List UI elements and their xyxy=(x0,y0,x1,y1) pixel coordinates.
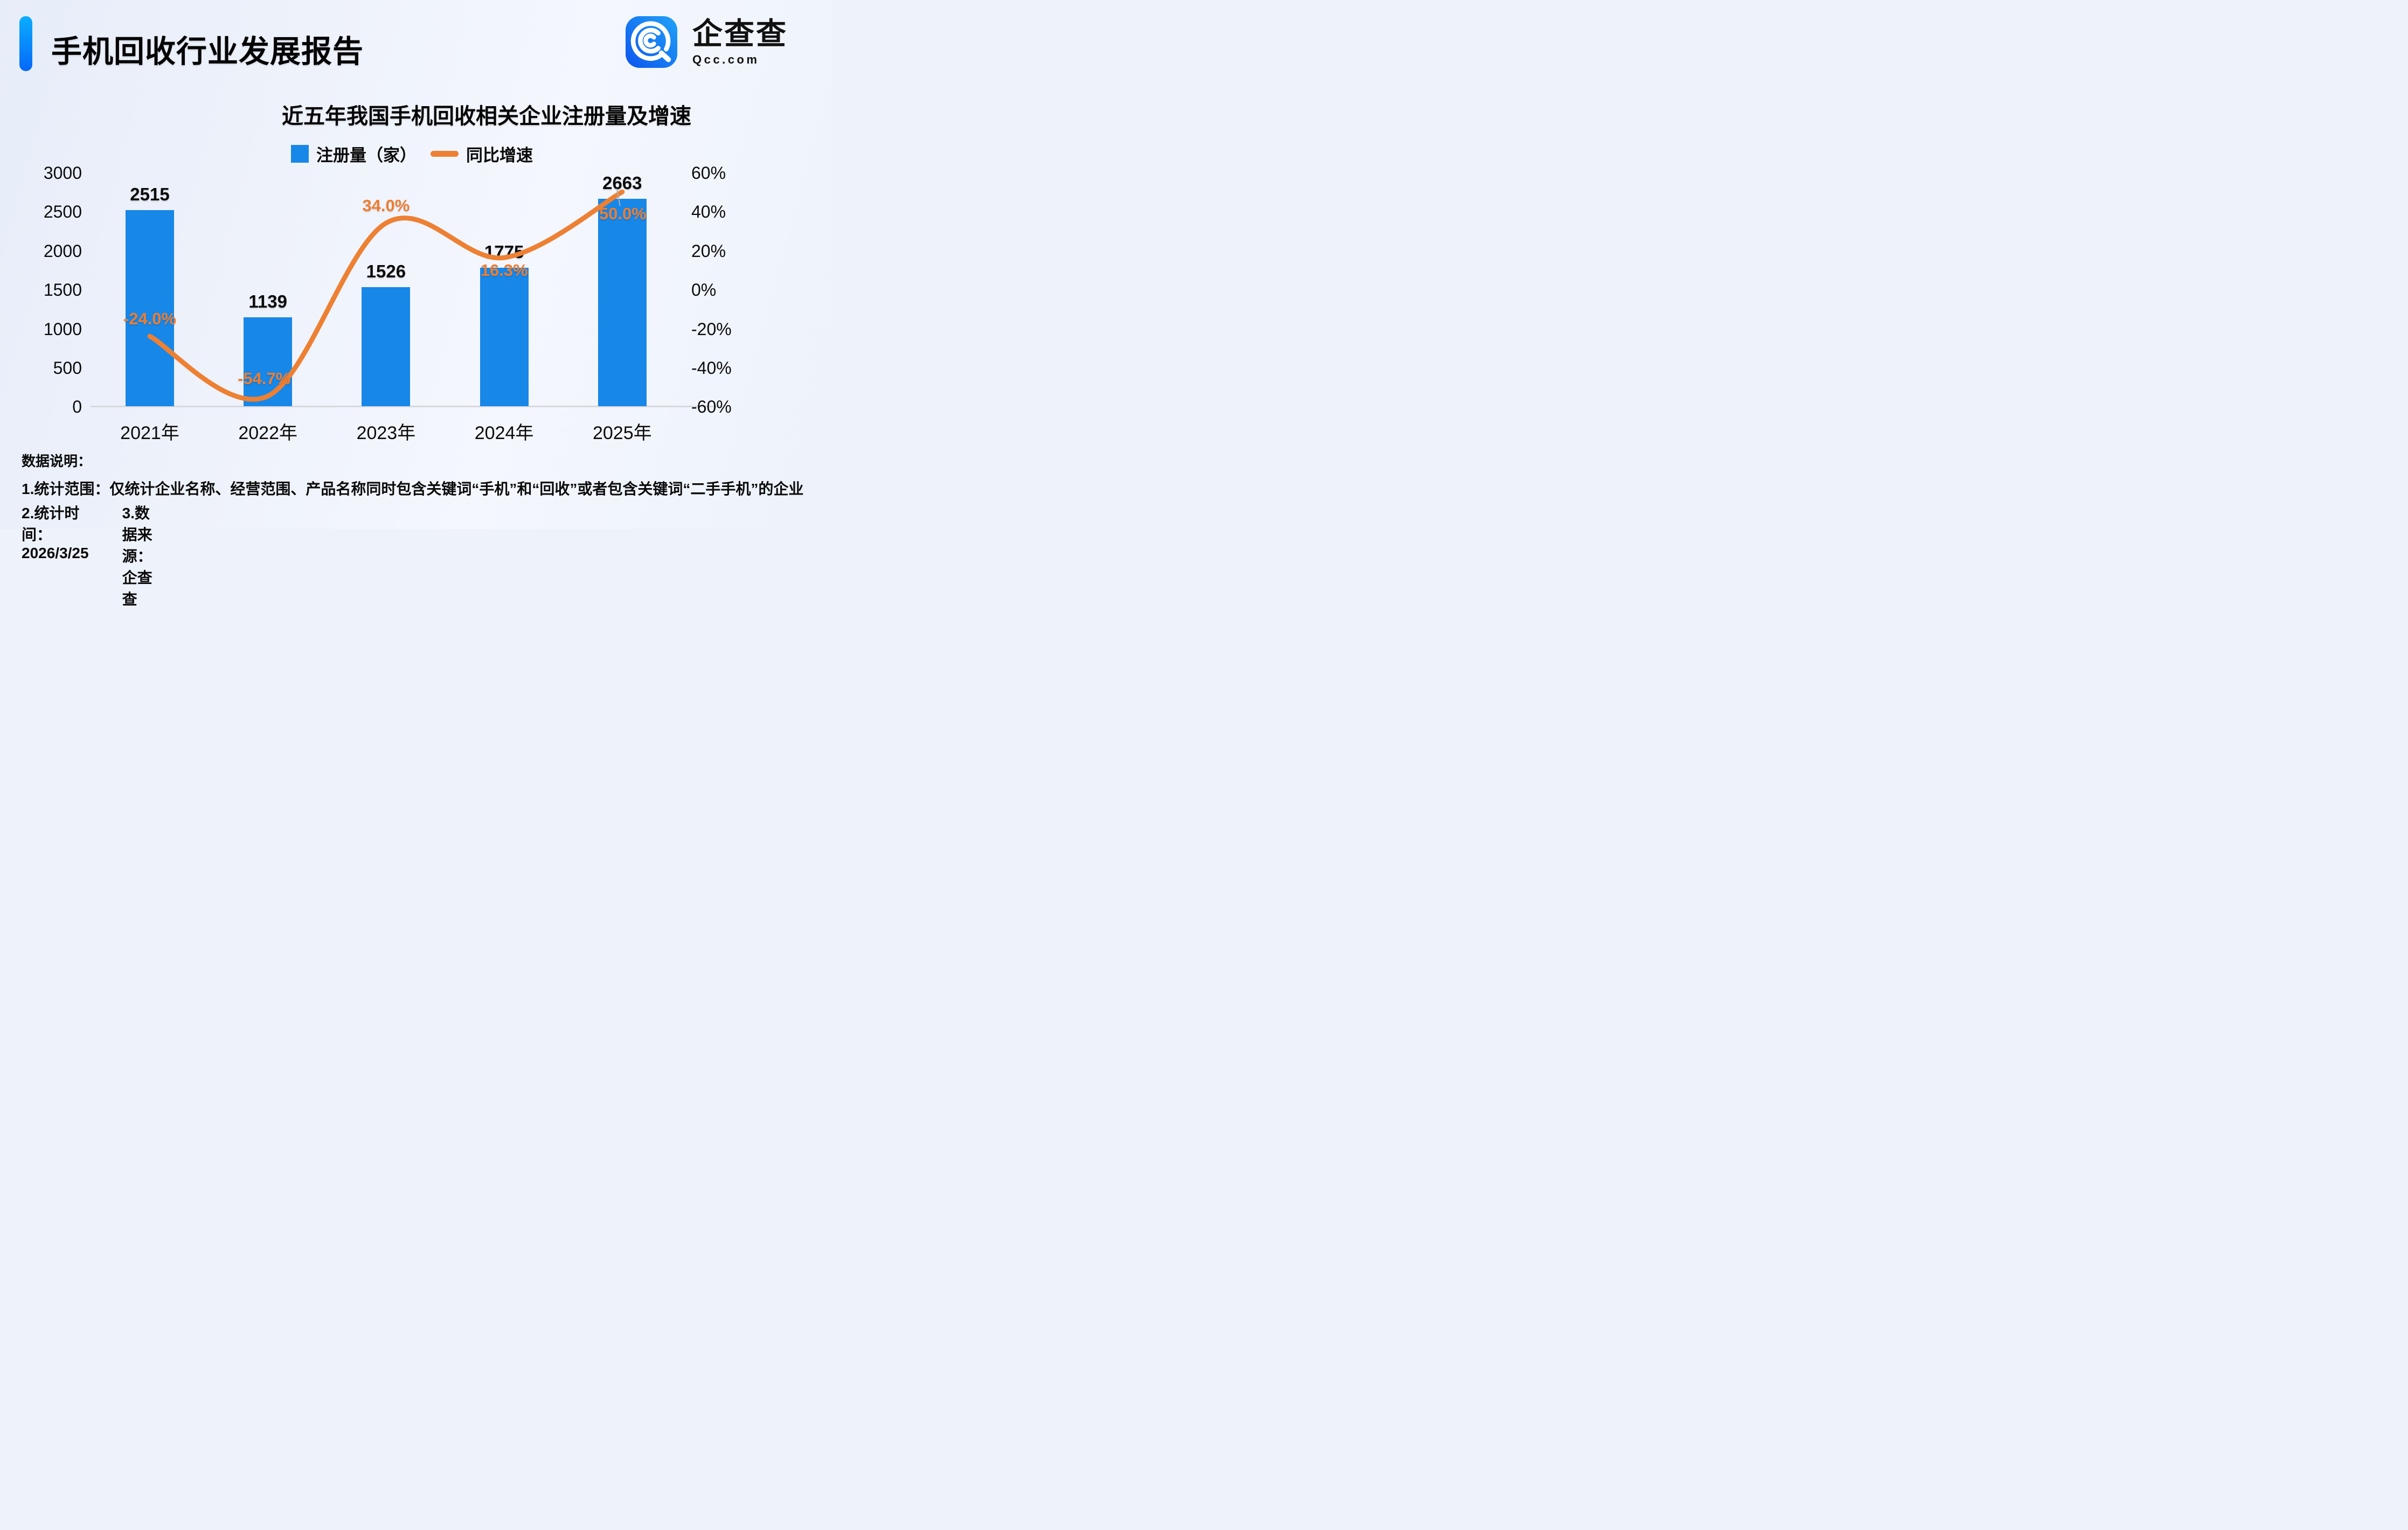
legend-line-swatch xyxy=(431,151,459,157)
notes-heading: 数据说明： xyxy=(22,453,92,469)
registration-bar xyxy=(480,268,529,407)
legend-bar-label: 注册量（家） xyxy=(316,146,417,165)
x-axis-label: 2024年 xyxy=(474,423,534,443)
registration-bar xyxy=(598,198,647,407)
left-axis-tick: 0 xyxy=(72,397,82,417)
page-title: 手机回收行业发展报告 xyxy=(51,34,364,69)
left-axis-tick: 2000 xyxy=(43,241,82,261)
chart-title: 近五年我国手机回收相关企业注册量及增速 xyxy=(282,105,691,128)
qcc-logo-icon xyxy=(626,16,677,68)
registration-bar xyxy=(244,317,293,407)
x-axis-label: 2025年 xyxy=(592,423,652,443)
notes-meta: 2.统计时间：2026/3/25 3.数据来源：企查查 xyxy=(22,502,152,609)
chart-legend: 注册量（家） 同比增速 xyxy=(291,142,533,166)
title-accent-bar xyxy=(19,16,32,71)
bar-value-label: 1139 xyxy=(248,291,287,312)
x-axis-line xyxy=(91,406,721,407)
left-axis-tick: 1500 xyxy=(43,280,82,300)
x-axis-label: 2022年 xyxy=(238,423,298,443)
right-axis-tick: -40% xyxy=(691,358,732,378)
right-axis-tick: 40% xyxy=(691,202,726,222)
notes-time: 2.统计时间：2026/3/25 xyxy=(22,505,89,561)
x-axis-label: 2021年 xyxy=(120,423,179,443)
bar-value-label: 2515 xyxy=(130,184,170,205)
x-axis-label: 2023年 xyxy=(356,423,416,443)
growth-pct-label: -24.0% xyxy=(123,309,177,329)
bar-value-label: 2663 xyxy=(602,172,642,193)
growth-pct-label: 50.0% xyxy=(599,204,647,224)
growth-pct-label: 16.3% xyxy=(480,261,528,280)
notes-scope: 1.统计范围：仅统计企业名称、经营范围、产品名称同时包含关键词“手机”和“回收”… xyxy=(22,481,804,497)
qcc-logo-text: 企查查 Qcc.com xyxy=(692,16,788,67)
growth-line-layer xyxy=(147,189,625,402)
registration-bar xyxy=(362,287,411,407)
growth-pct-label: -54.7% xyxy=(238,369,291,388)
qcc-logo: 企查查 Qcc.com xyxy=(626,16,788,68)
bar-value-label: 1775 xyxy=(484,242,524,262)
legend-line-label: 同比增速 xyxy=(466,146,533,165)
qcc-swirl-icon xyxy=(630,21,671,62)
registration-bar xyxy=(126,210,174,407)
qcc-domain: Qcc.com xyxy=(692,53,760,67)
right-axis-tick: -20% xyxy=(691,319,732,339)
qcc-brand-name: 企查查 xyxy=(692,17,788,51)
left-axis-tick: 500 xyxy=(53,358,82,378)
right-axis-tick: 0% xyxy=(691,280,717,300)
growth-pct-label: 34.0% xyxy=(362,196,410,215)
bar-value-label: 1526 xyxy=(366,261,406,282)
data-notes: 数据说明： 1.统计范围：仅统计企业名称、经营范围、产品名称同时包含关键词“手机… xyxy=(22,450,803,608)
right-axis-tick: -60% xyxy=(691,397,732,417)
left-axis-tick: 2500 xyxy=(43,202,82,222)
right-axis-tick: 20% xyxy=(691,241,726,261)
left-axis-tick: 3000 xyxy=(43,163,82,183)
legend-bar-swatch xyxy=(291,145,309,163)
right-axis-tick: 60% xyxy=(691,163,726,183)
notes-source: 3.数据来源：企查查 xyxy=(122,505,152,608)
left-axis-tick: 1000 xyxy=(43,319,82,339)
infographic-canvas: 手机回收行业发展报告 企查查 Qcc.com 近五年我国手机回收相关企业注册量及… xyxy=(0,0,832,608)
